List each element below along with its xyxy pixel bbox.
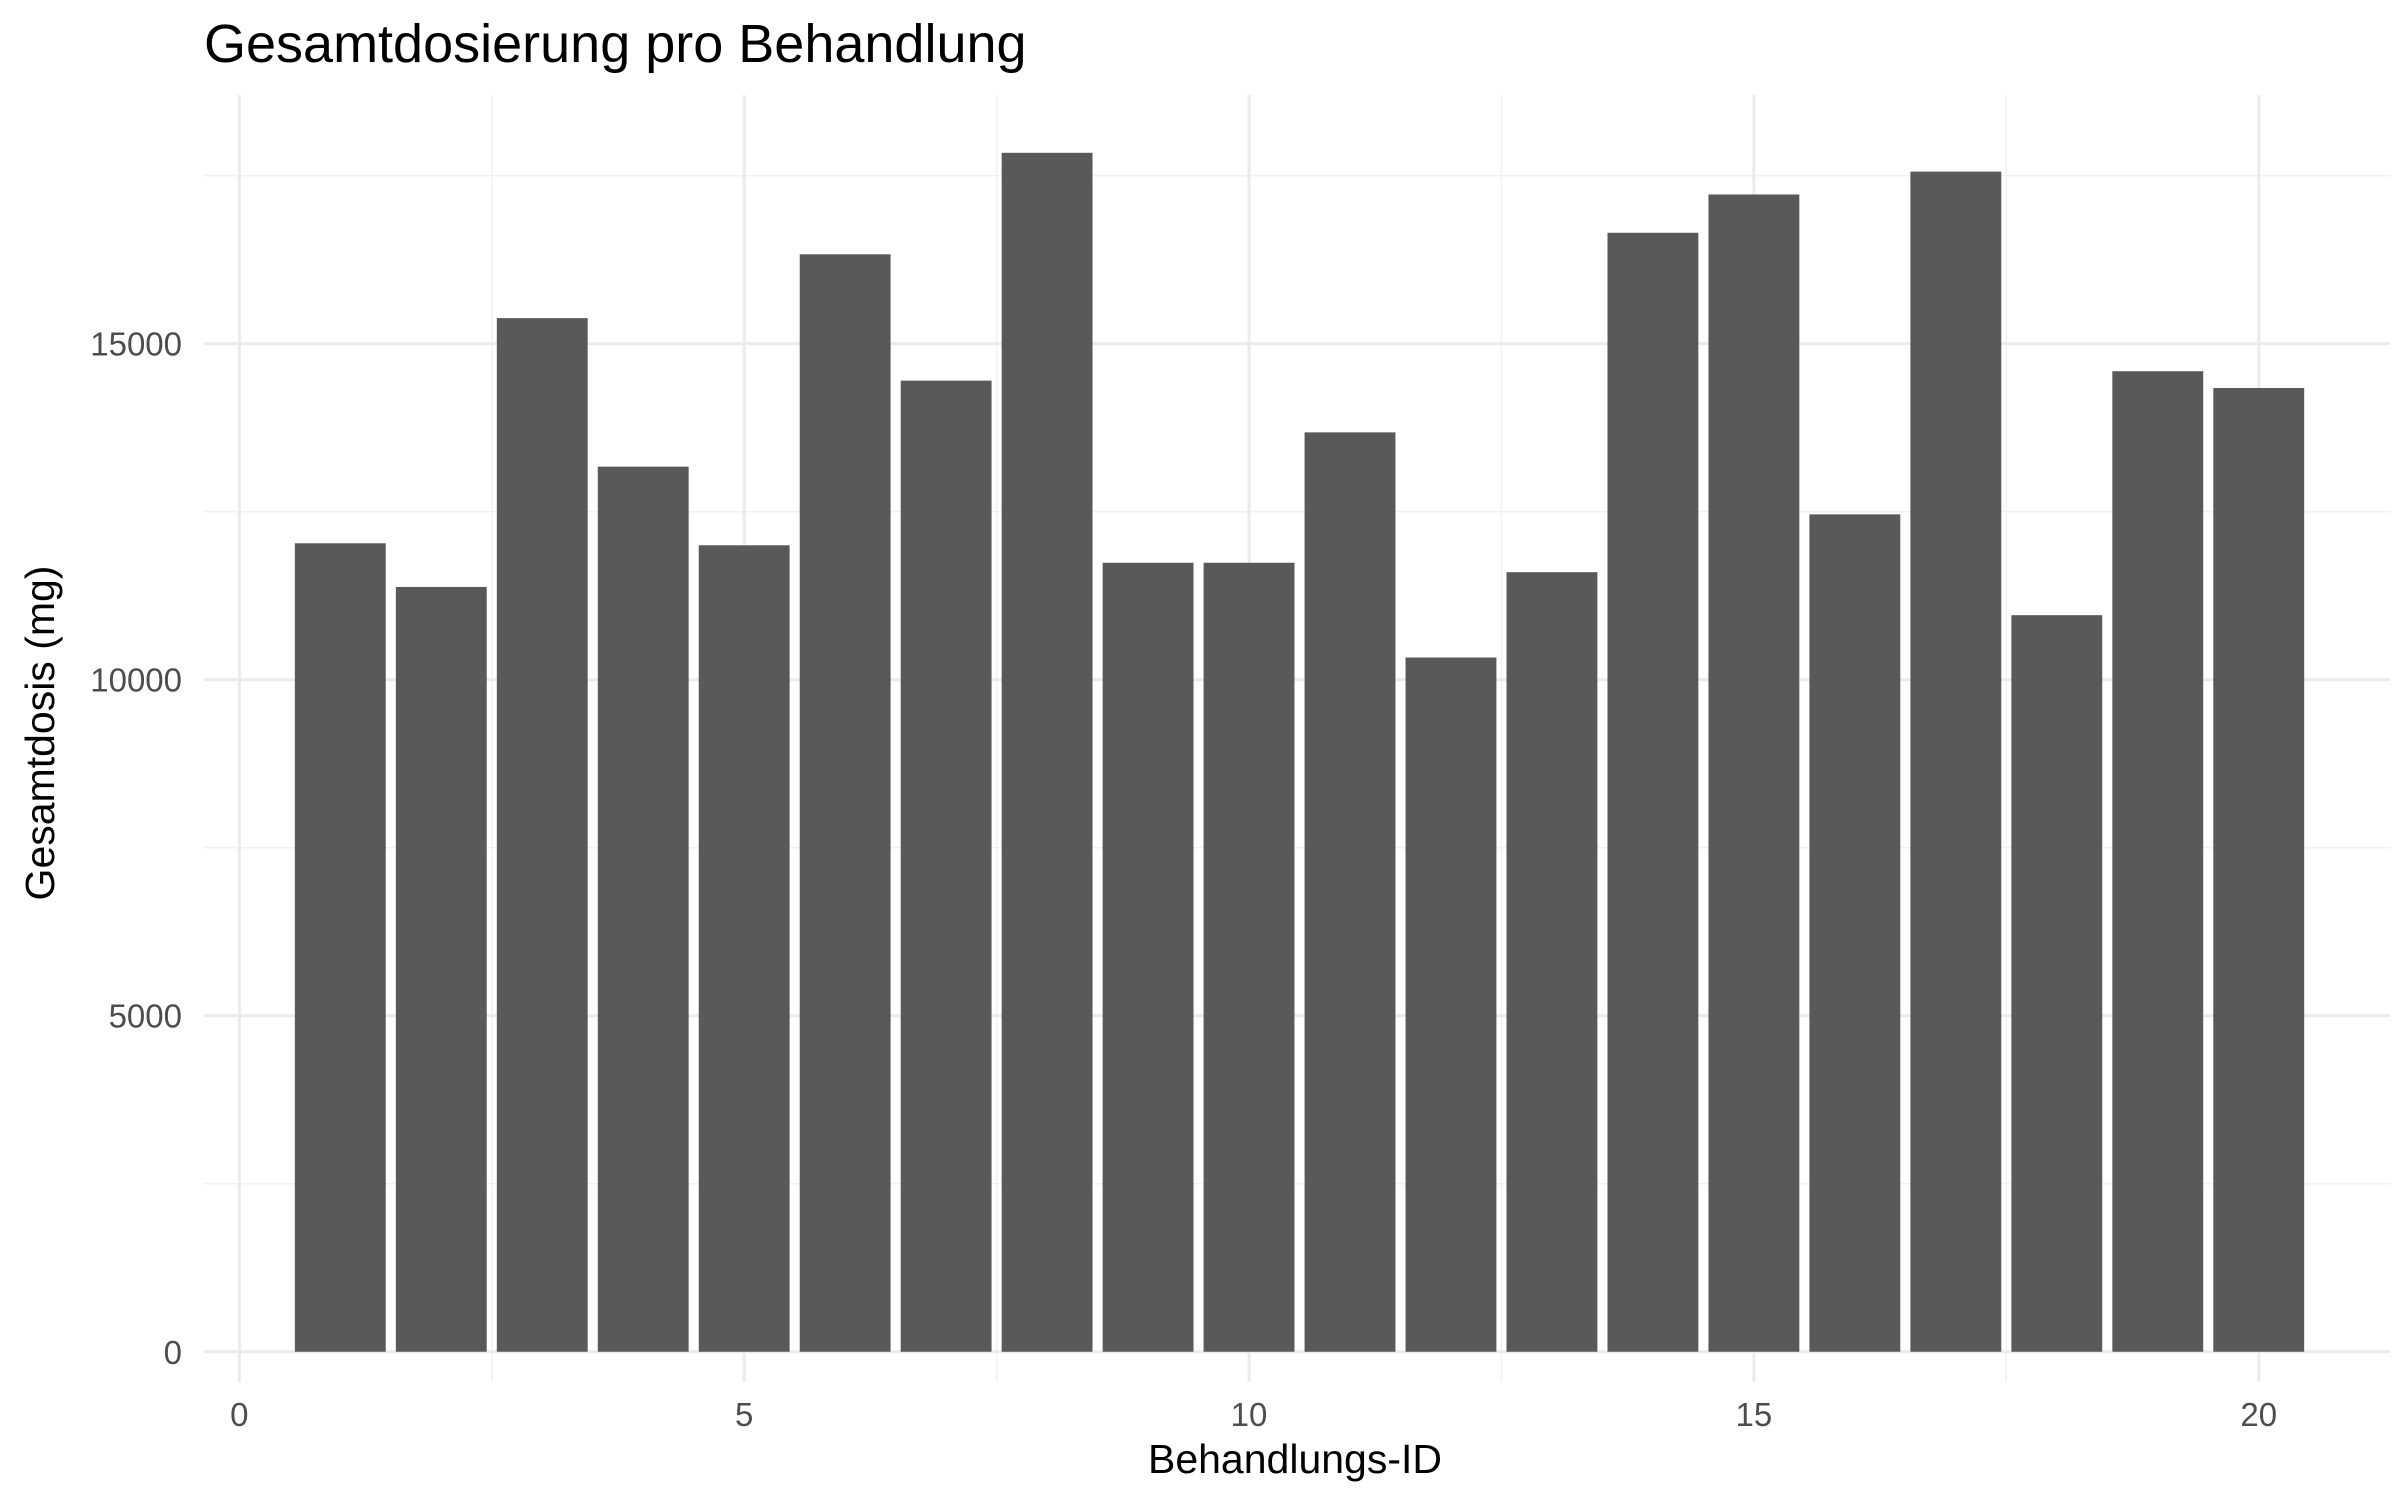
bar-18 bbox=[2011, 615, 2103, 1352]
y-tick-label: 15000 bbox=[90, 326, 182, 363]
y-axis-ticks: 0 5000 10000 15000 bbox=[90, 326, 182, 1371]
bar-3 bbox=[496, 318, 588, 1352]
bar-6 bbox=[799, 254, 891, 1352]
bar-12 bbox=[1405, 657, 1497, 1352]
bar-10 bbox=[1203, 562, 1295, 1352]
bar-19 bbox=[2112, 371, 2204, 1352]
y-tick-label: 0 bbox=[164, 1334, 182, 1371]
bar-13 bbox=[1506, 572, 1598, 1352]
x-tick-label: 10 bbox=[1231, 1396, 1268, 1433]
bar-2 bbox=[395, 586, 487, 1352]
x-axis-title: Behandlungs-ID bbox=[1148, 1436, 1442, 1482]
x-tick-label: 20 bbox=[2240, 1396, 2277, 1433]
bar-16 bbox=[1809, 514, 1901, 1352]
x-tick-label: 15 bbox=[1736, 1396, 1773, 1433]
bar-series bbox=[294, 152, 2305, 1352]
chart-title: Gesamtdosierung pro Behandlung bbox=[204, 14, 1027, 74]
bar-14 bbox=[1607, 232, 1699, 1352]
bar-4 bbox=[597, 466, 689, 1352]
bar-9 bbox=[1102, 562, 1194, 1352]
x-axis-ticks: 0 5 10 15 20 bbox=[230, 1396, 2277, 1433]
bar-17 bbox=[1910, 171, 2002, 1352]
x-tick-label: 5 bbox=[735, 1396, 753, 1433]
bar-5 bbox=[698, 545, 790, 1352]
x-tick-label: 0 bbox=[230, 1396, 248, 1433]
bar-15 bbox=[1708, 194, 1800, 1352]
y-tick-label: 10000 bbox=[90, 662, 182, 699]
bar-1 bbox=[294, 543, 386, 1352]
y-tick-label: 5000 bbox=[109, 998, 182, 1035]
y-axis-title: Gesamtdosis (mg) bbox=[17, 566, 63, 901]
bar-20 bbox=[2213, 388, 2305, 1352]
bar-11 bbox=[1304, 432, 1396, 1352]
bar-7 bbox=[900, 380, 992, 1352]
bar-8 bbox=[1001, 152, 1093, 1352]
